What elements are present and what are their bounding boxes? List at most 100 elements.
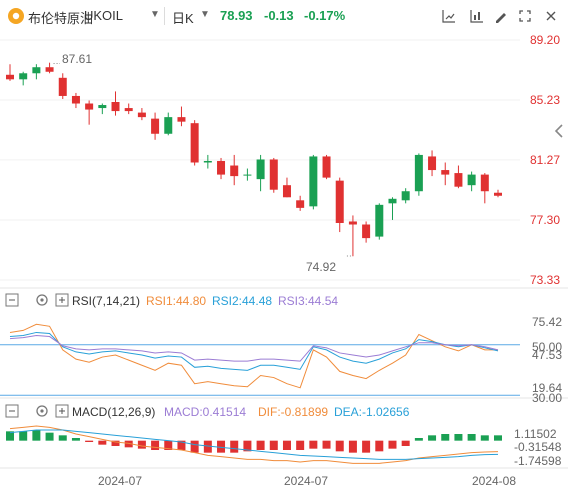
rsi3-line — [9, 335, 499, 362]
date-tick-label: 2024-07 — [284, 474, 328, 488]
settings-gear-icon[interactable] — [36, 405, 48, 417]
macd-histogram-bar — [45, 432, 54, 441]
macd-tick-label: 1.11502 — [514, 427, 557, 441]
rsi-title: RSI(7,14,21) — [72, 294, 140, 308]
macd-histogram-bar — [480, 435, 489, 441]
candle-body — [428, 156, 437, 171]
macd-histogram-bar — [151, 440, 160, 450]
expand-panel-chevron-icon[interactable] — [552, 122, 566, 140]
symbol-dropdown-icon[interactable]: ▼ — [150, 9, 160, 20]
fullscreen-icon[interactable] — [514, 6, 536, 26]
symbol-code[interactable]: UKOIL — [84, 8, 124, 23]
low-price-label: 74.92 — [306, 260, 336, 274]
commodity-logo-icon — [8, 8, 24, 24]
settings-gear-icon[interactable] — [36, 294, 48, 306]
macd-histogram-bar — [335, 440, 344, 452]
divider — [164, 7, 165, 25]
candle-body — [164, 117, 173, 134]
period-dropdown-icon[interactable]: ▼ — [200, 9, 210, 20]
macd-histogram-bar — [296, 440, 305, 450]
macd-histogram-bar — [269, 440, 278, 450]
last-price: 78.93 — [220, 8, 253, 23]
candle-body — [217, 160, 226, 175]
candle-body — [71, 95, 80, 104]
rsi-oversold-label: 30.00 — [532, 391, 562, 405]
macd-histogram-bar — [414, 438, 423, 441]
candle-body — [335, 180, 344, 223]
collapse-icon[interactable] — [5, 404, 19, 418]
candle-body — [190, 123, 199, 163]
rsi-tick-label: 19.64 — [532, 381, 562, 395]
macd-histogram-bar — [85, 440, 94, 442]
candle-body — [151, 118, 160, 134]
macd-histogram-bar — [375, 440, 384, 452]
expand-icon[interactable] — [55, 404, 69, 418]
macd-histogram-bar — [19, 431, 28, 441]
macd-histogram-bar — [164, 440, 173, 450]
candle-body — [124, 108, 133, 112]
symbol-name[interactable]: 布伦特原油 — [28, 11, 94, 26]
macd-histogram-bar — [322, 440, 331, 449]
date-tick-label: 2024-08 — [472, 474, 516, 488]
candle-body — [322, 156, 331, 178]
macd-histogram-bar — [428, 435, 437, 441]
macd-histogram-bar — [256, 440, 265, 450]
macd-histogram-bar — [111, 440, 120, 446]
candle-body — [243, 174, 252, 176]
macd-histogram-bar — [217, 440, 226, 453]
kline-chart[interactable]: 89.20 85.23 81.27 77.30 73.33 87.61 74.92 RS… — [0, 30, 568, 492]
candle-body — [348, 221, 357, 225]
price-tick-label: 81.27 — [530, 153, 560, 167]
candle-body — [414, 154, 423, 192]
date-tick-label: 2024-07 — [98, 474, 142, 488]
macd-histogram-bar — [362, 440, 371, 453]
rsi1-line — [9, 323, 498, 389]
price-change: -0.13 — [264, 8, 294, 23]
rsi-tick-label: 47.53 — [532, 348, 562, 362]
rsi3-value: RSI3:44.54 — [278, 294, 338, 308]
macd-tick-label: -1.74598 — [514, 454, 562, 468]
price-tick-label: 73.33 — [530, 273, 560, 287]
candle-body — [85, 103, 94, 110]
indicator-settings-icon[interactable] — [466, 6, 488, 26]
rsi2-line — [9, 331, 499, 371]
macd-header: MACD(12,26,9) MACD:0.41514 DIF:-0.81899 … — [5, 404, 410, 419]
candle-body — [309, 156, 318, 207]
candle-body — [6, 74, 14, 80]
period-selector[interactable]: 日K — [172, 11, 194, 26]
price-tick-label: 89.20 — [530, 33, 560, 47]
expand-icon[interactable] — [55, 293, 69, 307]
candle-body — [494, 192, 502, 196]
candle-body — [32, 67, 41, 74]
candle-body — [256, 159, 265, 180]
dea-value: DEA:-1.02656 — [334, 405, 410, 419]
macd-histogram-bar — [467, 434, 476, 441]
macd-histogram-bar — [71, 438, 80, 441]
macd-histogram-bar — [401, 440, 410, 446]
rsi2-value: RSI2:44.48 — [212, 294, 272, 308]
candle-body — [111, 102, 120, 112]
dif-value: DIF:-0.81899 — [258, 405, 328, 419]
candle-body — [177, 117, 186, 122]
candle-body — [269, 159, 278, 190]
price-tick-label: 77.30 — [530, 213, 560, 227]
macd-histogram-bar — [58, 435, 67, 441]
candle-body — [282, 185, 291, 198]
candle-body — [454, 173, 463, 187]
collapse-icon[interactable] — [5, 293, 19, 307]
candle-body — [388, 198, 397, 204]
macd-histogram-bar — [441, 434, 450, 441]
macd-histogram-bar — [348, 440, 357, 453]
macd-histogram-bar — [137, 440, 146, 449]
macd-histogram-bar — [124, 440, 133, 448]
draw-icon[interactable] — [490, 6, 512, 26]
macd-title: MACD(12,26,9) — [72, 405, 155, 419]
macd-histogram-bar — [177, 440, 186, 450]
rsi1-value: RSI1:44.80 — [146, 294, 206, 308]
macd-histogram-bar — [190, 440, 199, 453]
close-icon[interactable] — [540, 6, 562, 26]
candle-body — [19, 73, 28, 80]
add-indicator-icon[interactable] — [438, 6, 460, 26]
macd-histogram-bar — [494, 435, 502, 441]
